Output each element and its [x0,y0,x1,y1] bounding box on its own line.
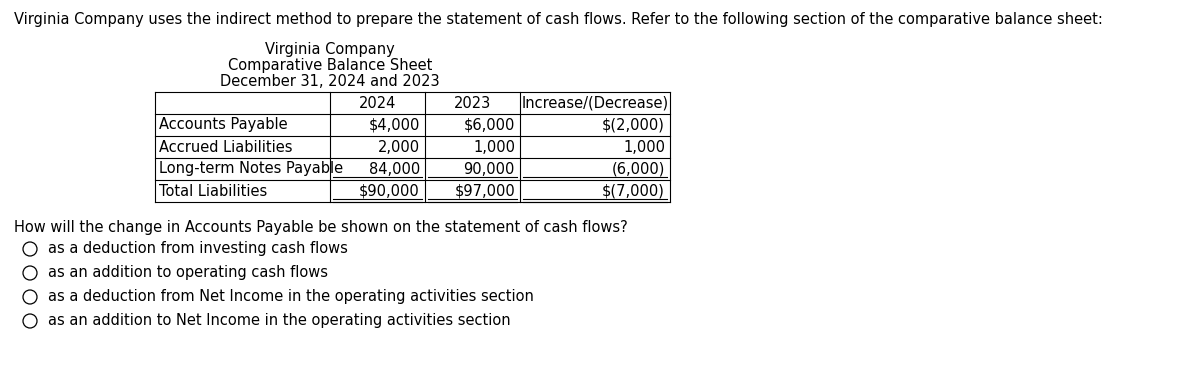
Text: $6,000: $6,000 [463,117,515,132]
Text: as an addition to operating cash flows: as an addition to operating cash flows [48,266,328,281]
Text: Accrued Liabilities: Accrued Liabilities [158,139,293,154]
Text: Long-term Notes Payable: Long-term Notes Payable [158,161,343,176]
Text: as a deduction from Net Income in the operating activities section: as a deduction from Net Income in the op… [48,290,534,305]
Text: $(7,000): $(7,000) [602,184,665,199]
Text: 1,000: 1,000 [623,139,665,154]
Text: (6,000): (6,000) [612,161,665,176]
Text: 84,000: 84,000 [368,161,420,176]
Text: as an addition to Net Income in the operating activities section: as an addition to Net Income in the oper… [48,313,511,328]
Text: Virginia Company uses the indirect method to prepare the statement of cash flows: Virginia Company uses the indirect metho… [14,12,1103,27]
Text: December 31, 2024 and 2023: December 31, 2024 and 2023 [220,74,440,89]
Text: 90,000: 90,000 [463,161,515,176]
Text: 2023: 2023 [454,95,491,110]
Text: Accounts Payable: Accounts Payable [158,117,288,132]
Text: How will the change in Accounts Payable be shown on the statement of cash flows?: How will the change in Accounts Payable … [14,220,628,235]
Text: $4,000: $4,000 [368,117,420,132]
Text: $(2,000): $(2,000) [602,117,665,132]
Text: $90,000: $90,000 [359,184,420,199]
Text: $97,000: $97,000 [455,184,515,199]
Text: as a deduction from investing cash flows: as a deduction from investing cash flows [48,241,348,256]
Text: 1,000: 1,000 [473,139,515,154]
Text: 2024: 2024 [359,95,396,110]
Text: Virginia Company: Virginia Company [265,42,395,57]
Text: Comparative Balance Sheet: Comparative Balance Sheet [228,58,432,73]
Text: Increase/(Decrease): Increase/(Decrease) [522,95,668,110]
Text: Total Liabilities: Total Liabilities [158,184,268,199]
Text: 2,000: 2,000 [378,139,420,154]
